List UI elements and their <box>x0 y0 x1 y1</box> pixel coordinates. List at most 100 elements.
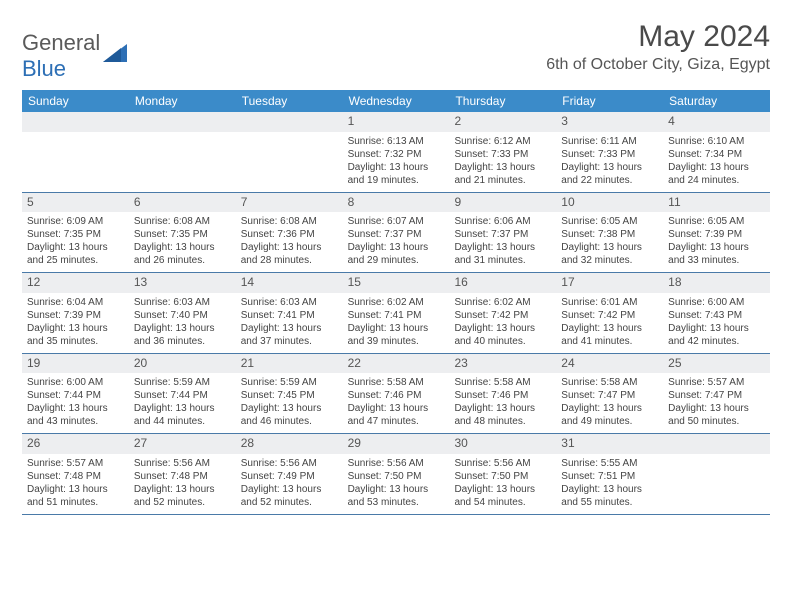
sunrise-line: Sunrise: 5:58 AM <box>454 376 551 389</box>
day-body: Sunrise: 6:09 AMSunset: 7:35 PMDaylight:… <box>22 212 129 272</box>
daylight-line: Daylight: 13 hours and 29 minutes. <box>348 241 445 267</box>
day-number: 24 <box>556 354 663 374</box>
sunset-line: Sunset: 7:40 PM <box>134 309 231 322</box>
day-body: Sunrise: 6:00 AMSunset: 7:44 PMDaylight:… <box>22 373 129 433</box>
daylight-line: Daylight: 13 hours and 55 minutes. <box>561 483 658 509</box>
daylight-line: Daylight: 13 hours and 25 minutes. <box>27 241 124 267</box>
day-number: 26 <box>22 434 129 454</box>
day-number: 27 <box>129 434 236 454</box>
day-cell: 26 Sunrise: 5:57 AMSunset: 7:48 PMDayligh… <box>22 434 129 514</box>
daylight-line: Daylight: 13 hours and 47 minutes. <box>348 402 445 428</box>
weekday-saturday: Saturday <box>663 90 770 112</box>
sunrise-line: Sunrise: 5:57 AM <box>668 376 765 389</box>
daylight-line: Daylight: 13 hours and 51 minutes. <box>27 483 124 509</box>
day-number: 1 <box>343 112 450 132</box>
day-body: Sunrise: 5:57 AMSunset: 7:47 PMDaylight:… <box>663 373 770 433</box>
sunset-line: Sunset: 7:48 PM <box>27 470 124 483</box>
day-number: 2 <box>449 112 556 132</box>
sunrise-line: Sunrise: 5:58 AM <box>561 376 658 389</box>
day-body: Sunrise: 5:56 AMSunset: 7:50 PMDaylight:… <box>449 454 556 514</box>
day-number: 19 <box>22 354 129 374</box>
sunset-line: Sunset: 7:34 PM <box>668 148 765 161</box>
weeks-container: 1Sunrise: 6:13 AMSunset: 7:32 PMDaylight… <box>22 112 770 515</box>
day-body: Sunrise: 6:08 AMSunset: 7:36 PMDaylight:… <box>236 212 343 272</box>
sunrise-line: Sunrise: 5:56 AM <box>454 457 551 470</box>
sunset-line: Sunset: 7:51 PM <box>561 470 658 483</box>
sunrise-line: Sunrise: 5:56 AM <box>241 457 338 470</box>
daylight-line: Daylight: 13 hours and 32 minutes. <box>561 241 658 267</box>
sunset-line: Sunset: 7:50 PM <box>348 470 445 483</box>
logo-triangle-icon <box>103 42 131 64</box>
day-cell: 12Sunrise: 6:04 AMSunset: 7:39 PMDayligh… <box>22 273 129 353</box>
day-cell <box>129 112 236 192</box>
weekday-friday: Friday <box>556 90 663 112</box>
day-cell: 30Sunrise: 5:56 AMSunset: 7:50 PMDayligh… <box>449 434 556 514</box>
daylight-line: Daylight: 13 hours and 43 minutes. <box>27 402 124 428</box>
sunset-line: Sunset: 7:46 PM <box>454 389 551 402</box>
day-body: Sunrise: 6:01 AMSunset: 7:42 PMDaylight:… <box>556 293 663 353</box>
daylight-line: Daylight: 13 hours and 48 minutes. <box>454 402 551 428</box>
day-number: 25 <box>663 354 770 374</box>
daylight-line: Daylight: 13 hours and 49 minutes. <box>561 402 658 428</box>
day-cell: 22Sunrise: 5:58 AMSunset: 7:46 PMDayligh… <box>343 354 450 434</box>
day-number: 17 <box>556 273 663 293</box>
day-cell: 18Sunrise: 6:00 AMSunset: 7:43 PMDayligh… <box>663 273 770 353</box>
day-number: 30 <box>449 434 556 454</box>
day-cell: 8Sunrise: 6:07 AMSunset: 7:37 PMDaylight… <box>343 193 450 273</box>
week-row: 5Sunrise: 6:09 AMSunset: 7:35 PMDaylight… <box>22 193 770 274</box>
day-cell: 10Sunrise: 6:05 AMSunset: 7:38 PMDayligh… <box>556 193 663 273</box>
sunrise-line: Sunrise: 6:09 AM <box>27 215 124 228</box>
day-cell: 1Sunrise: 6:13 AMSunset: 7:32 PMDaylight… <box>343 112 450 192</box>
sunrise-line: Sunrise: 6:11 AM <box>561 135 658 148</box>
sunrise-line: Sunrise: 5:55 AM <box>561 457 658 470</box>
title-block: May 2024 6th of October City, Giza, Egyp… <box>546 20 770 74</box>
sunrise-line: Sunrise: 6:03 AM <box>134 296 231 309</box>
day-number: 20 <box>129 354 236 374</box>
weekday-monday: Monday <box>129 90 236 112</box>
sunset-line: Sunset: 7:37 PM <box>348 228 445 241</box>
day-cell: 15Sunrise: 6:02 AMSunset: 7:41 PMDayligh… <box>343 273 450 353</box>
day-body: Sunrise: 5:55 AMSunset: 7:51 PMDaylight:… <box>556 454 663 514</box>
daylight-line: Daylight: 13 hours and 21 minutes. <box>454 161 551 187</box>
sunset-line: Sunset: 7:38 PM <box>561 228 658 241</box>
logo-text: General Blue <box>22 30 100 82</box>
sunrise-line: Sunrise: 6:07 AM <box>348 215 445 228</box>
day-body: Sunrise: 6:02 AMSunset: 7:42 PMDaylight:… <box>449 293 556 353</box>
sunset-line: Sunset: 7:35 PM <box>134 228 231 241</box>
sunrise-line: Sunrise: 6:02 AM <box>348 296 445 309</box>
day-cell <box>22 112 129 192</box>
sunset-line: Sunset: 7:44 PM <box>27 389 124 402</box>
weekday-sunday: Sunday <box>22 90 129 112</box>
sunrise-line: Sunrise: 6:08 AM <box>241 215 338 228</box>
day-cell: 3Sunrise: 6:11 AMSunset: 7:33 PMDaylight… <box>556 112 663 192</box>
day-number: 12 <box>22 273 129 293</box>
day-number: 3 <box>556 112 663 132</box>
day-cell: 9Sunrise: 6:06 AMSunset: 7:37 PMDaylight… <box>449 193 556 273</box>
sunset-line: Sunset: 7:39 PM <box>27 309 124 322</box>
sunset-line: Sunset: 7:37 PM <box>454 228 551 241</box>
day-body: Sunrise: 6:12 AMSunset: 7:33 PMDaylight:… <box>449 132 556 192</box>
daylight-line: Daylight: 13 hours and 42 minutes. <box>668 322 765 348</box>
day-body: Sunrise: 6:06 AMSunset: 7:37 PMDaylight:… <box>449 212 556 272</box>
day-cell: 31Sunrise: 5:55 AMSunset: 7:51 PMDayligh… <box>556 434 663 514</box>
day-cell: 13Sunrise: 6:03 AMSunset: 7:40 PMDayligh… <box>129 273 236 353</box>
sunset-line: Sunset: 7:43 PM <box>668 309 765 322</box>
sunrise-line: Sunrise: 6:02 AM <box>454 296 551 309</box>
daylight-line: Daylight: 13 hours and 39 minutes. <box>348 322 445 348</box>
daylight-line: Daylight: 13 hours and 41 minutes. <box>561 322 658 348</box>
day-number: 18 <box>663 273 770 293</box>
day-number: 10 <box>556 193 663 213</box>
day-number: 29 <box>343 434 450 454</box>
week-row: 1Sunrise: 6:13 AMSunset: 7:32 PMDaylight… <box>22 112 770 193</box>
day-cell: 29Sunrise: 5:56 AMSunset: 7:50 PMDayligh… <box>343 434 450 514</box>
location: 6th of October City, Giza, Egypt <box>546 56 770 74</box>
day-cell: 2Sunrise: 6:12 AMSunset: 7:33 PMDaylight… <box>449 112 556 192</box>
sunset-line: Sunset: 7:33 PM <box>561 148 658 161</box>
sunrise-line: Sunrise: 6:03 AM <box>241 296 338 309</box>
day-cell: 7Sunrise: 6:08 AMSunset: 7:36 PMDaylight… <box>236 193 343 273</box>
day-number: 16 <box>449 273 556 293</box>
sunrise-line: Sunrise: 5:57 AM <box>27 457 124 470</box>
sunrise-line: Sunrise: 6:10 AM <box>668 135 765 148</box>
day-cell: 24Sunrise: 5:58 AMSunset: 7:47 PMDayligh… <box>556 354 663 434</box>
daylight-line: Daylight: 13 hours and 53 minutes. <box>348 483 445 509</box>
